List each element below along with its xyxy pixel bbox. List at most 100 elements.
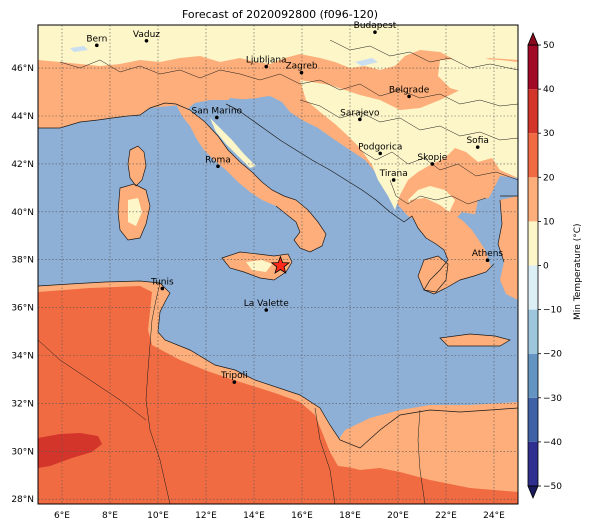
crete (440, 334, 510, 346)
lake-geneva (70, 46, 88, 52)
colorbar-tick-label: −50 (543, 482, 562, 492)
lon-tick-label: 20°E (387, 511, 409, 521)
longitude-ticks: 6°E 8°E 10°E 12°E 14°E 16°E 18°E 20°E 22°E 24°E (54, 511, 505, 521)
city-dot (264, 64, 269, 69)
colorbar-band (528, 353, 538, 398)
lon-tick-label: 6°E (54, 511, 70, 521)
colorbar-tick-label: −30 (543, 394, 562, 404)
city-label: Podgorica (358, 142, 402, 152)
location-star-marker (270, 255, 291, 274)
city-dot (378, 151, 383, 156)
colorbar-tick-label: 10 (543, 217, 555, 227)
colorbar-band (528, 309, 538, 354)
colorbar-band (528, 221, 538, 266)
corsica (128, 146, 146, 186)
tyrrhenian-sea (150, 118, 292, 248)
colorbar-band (528, 397, 538, 442)
greece-mainland (410, 198, 494, 294)
apennines-cool-spine (210, 118, 256, 168)
colorbar-tick-label: −20 (543, 350, 562, 360)
libya-east-warm-band (330, 402, 518, 468)
lat-tick-label: 32°N (11, 399, 34, 409)
city-dot (232, 380, 237, 384)
colorbar-band (528, 45, 538, 90)
colorbar: −50 −40 −30 −20 −10 0 10 20 30 40 50 (527, 31, 562, 500)
turkey-coast (498, 196, 518, 300)
star-marker-icon (270, 255, 291, 274)
lat-tick-label: 44°N (11, 112, 34, 122)
colorbar-band (528, 177, 538, 222)
colorbar-label-text: Min Temperature (°C) (573, 223, 583, 320)
city-label: La Valette (244, 299, 289, 309)
city-dot (160, 286, 165, 291)
italian-peninsula (176, 104, 326, 252)
lon-tick-label: 16°E (291, 511, 313, 521)
city-dot (475, 145, 480, 149)
city-dot (485, 258, 490, 262)
lon-tick-label: 10°E (147, 511, 169, 521)
city-label: Athens (472, 249, 503, 259)
city-dot (430, 162, 435, 166)
colorbar-band (528, 441, 538, 486)
city-label: Vaduz (133, 30, 160, 40)
lon-tick-label: 18°E (339, 511, 361, 521)
city-label: Roma (205, 155, 231, 165)
city-label: Tirana (379, 169, 408, 179)
colorbar-band (528, 265, 538, 310)
city-dot (95, 43, 99, 48)
lat-tick-label: 36°N (11, 304, 34, 314)
city-label: Tunis (150, 277, 174, 287)
lon-tick-label: 8°E (102, 511, 118, 521)
colorbar-tick-label: 20 (543, 173, 555, 183)
lat-tick-label: 42°N (11, 160, 34, 170)
colorbar-tick-label: 0 (543, 262, 549, 272)
adriatic-sea (226, 98, 380, 200)
city-label: Sarajevo (340, 108, 380, 118)
peloponnese (418, 256, 448, 292)
lon-tick-label: 14°E (243, 511, 265, 521)
sicily-cool-highland (246, 260, 272, 272)
city-dot (299, 70, 304, 75)
lat-tick-label: 30°N (11, 447, 34, 457)
city-label: Skopje (417, 153, 447, 163)
city-label: Sofia (466, 136, 488, 146)
lat-tick-label: 38°N (11, 256, 34, 266)
sardinia-cool-center (128, 198, 142, 226)
colorbar-tick-label: −40 (543, 438, 562, 448)
city-dot (216, 164, 220, 169)
lon-tick-label: 24°E (483, 511, 505, 521)
country-borders (38, 39, 518, 504)
city-label: Budapest (354, 21, 397, 31)
lat-tick-label: 34°N (11, 352, 34, 362)
map-frame (37, 24, 519, 505)
colorbar-tick-label: 50 (543, 41, 555, 51)
lon-tick-label: 22°E (435, 511, 457, 521)
city-dot (215, 115, 219, 120)
colorbar-max-extend (527, 31, 539, 46)
city-label: San Marino (192, 106, 243, 116)
city-label: Ljubljana (246, 56, 287, 66)
city-dot (391, 178, 396, 182)
colorbar-band (528, 89, 538, 134)
colorbar-min-extend (527, 485, 539, 500)
city-dot (407, 94, 411, 99)
city-dot (358, 117, 362, 122)
city-dot (373, 30, 377, 34)
lon-tick-label: 12°E (195, 511, 217, 521)
city-label: Belgrade (389, 85, 430, 95)
map-title: Forecast of 2020092800 (f096-120) (181, 8, 379, 21)
colorbar-tick-label: 30 (543, 129, 555, 139)
dinaric-cool-highlands (300, 80, 518, 210)
city-dot (264, 308, 269, 312)
graticule (38, 25, 518, 504)
north-africa-very-hot-spot (38, 433, 102, 468)
colorbar-tick-label: −10 (543, 306, 562, 316)
city-label: Tripoli (220, 371, 248, 381)
colorbar-band (528, 133, 538, 178)
colorbar-label: Min Temperature (°C) (573, 223, 583, 320)
latitude-ticks: 28°N 30°N 32°N 34°N 36°N 38°N 40°N 42°N 44°N 46°N (11, 64, 34, 505)
lat-tick-label: 46°N (11, 64, 34, 74)
city-label: Zagreb (285, 62, 317, 72)
